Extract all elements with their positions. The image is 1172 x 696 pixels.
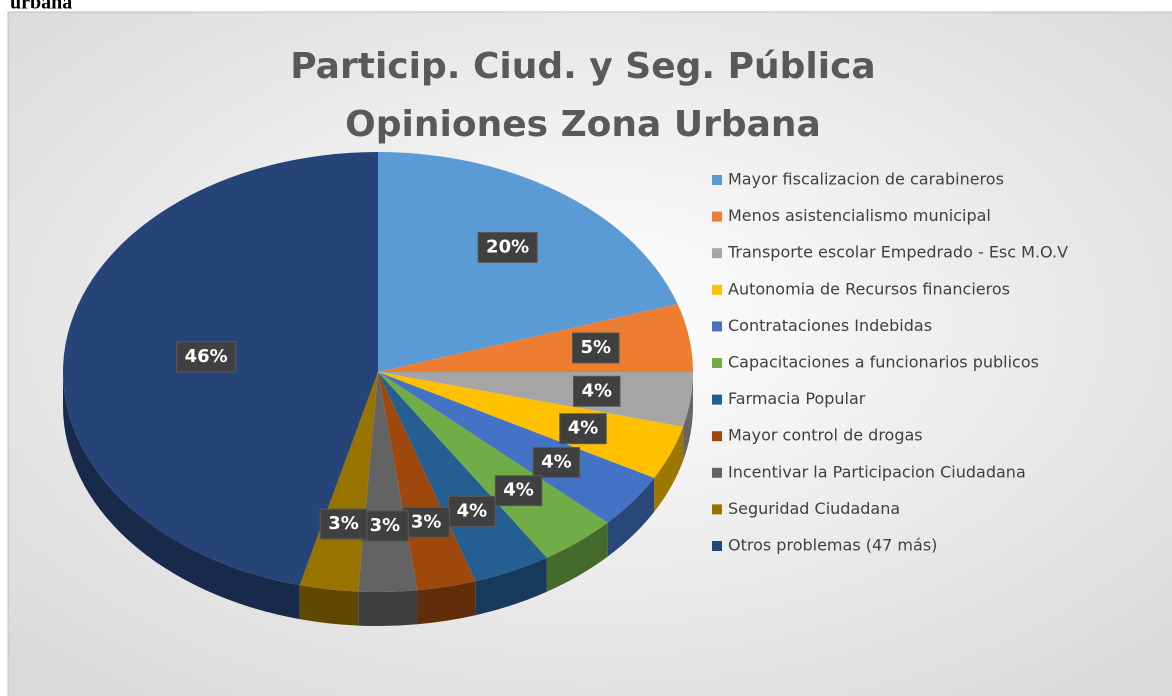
chart-title: Opiniones Zona Urbana: [345, 104, 821, 145]
legend-label: Menos asistencialismo municipal: [728, 206, 991, 225]
data-label: 4%: [568, 418, 599, 439]
data-label-box: [494, 475, 543, 507]
legend-swatch: [712, 175, 722, 185]
legend-label: Autonomia de Recursos financieros: [728, 279, 1010, 298]
data-label-box: [448, 495, 496, 527]
legend-swatch: [712, 248, 722, 259]
data-label-box: [477, 231, 538, 263]
slice: [378, 372, 547, 582]
data-label: 4%: [541, 452, 572, 473]
data-label: 4%: [581, 380, 612, 401]
legend-label: Incentivar la Participacion Ciudadana: [728, 462, 1026, 481]
data-label-box: [559, 413, 607, 445]
slice-side: [63, 372, 300, 620]
legend-swatch: [712, 467, 722, 478]
slice: [378, 372, 476, 591]
slice-side: [358, 590, 418, 626]
slice: [378, 372, 684, 478]
legend-label: Farmacia Popular: [728, 389, 866, 408]
slice-side: [475, 557, 547, 616]
data-label-box: [572, 375, 621, 407]
data-label: 46%: [185, 346, 228, 367]
slice-side: [417, 581, 476, 625]
legend-label: Capacitaciones a funcionarios publicos: [728, 353, 1039, 372]
slice-side: [683, 372, 693, 461]
data-label: 3%: [370, 515, 401, 536]
data-label: 20%: [486, 236, 529, 257]
legend-label: Seguridad Ciudadana: [728, 499, 900, 518]
legend-label: Mayor control de drogas: [728, 426, 923, 445]
legend-swatch: [712, 504, 722, 515]
slice-side: [546, 522, 608, 592]
legend-swatch: [712, 431, 722, 442]
data-label-box: [361, 510, 409, 542]
legend-swatch: [712, 394, 722, 405]
legend-swatch: [712, 541, 722, 551]
slice: [378, 372, 608, 558]
chart-title: Particip. Ciud. y Seg. Pública: [290, 46, 875, 87]
data-label-box: [572, 332, 620, 364]
data-label: 3%: [328, 513, 359, 534]
slice-side: [607, 477, 655, 557]
data-label-box: [176, 341, 237, 373]
data-label-box: [532, 447, 581, 479]
slice-side: [299, 585, 359, 626]
legend-swatch: [712, 284, 722, 295]
slice-side: [654, 426, 684, 512]
slice: [378, 372, 655, 523]
data-label: 4%: [457, 500, 488, 521]
data-label: 3%: [411, 511, 442, 532]
caption: urbana: [10, 0, 72, 14]
legend-swatch: [712, 358, 722, 368]
legend-label: Transporte escolar Empedrado - Esc M.O.V: [727, 243, 1068, 262]
legend-label: Otros problemas (47 más): [728, 536, 937, 555]
data-label: 4%: [503, 480, 534, 501]
legend-swatch: [712, 211, 722, 222]
legend-label: Mayor fiscalizacion de carabineros: [728, 170, 1004, 189]
legend-label: Contrataciones Indebidas: [728, 316, 932, 335]
data-label-box: [402, 506, 450, 538]
data-label: 5%: [581, 337, 612, 358]
data-label-box: [319, 508, 368, 540]
legend-swatch: [712, 321, 722, 332]
